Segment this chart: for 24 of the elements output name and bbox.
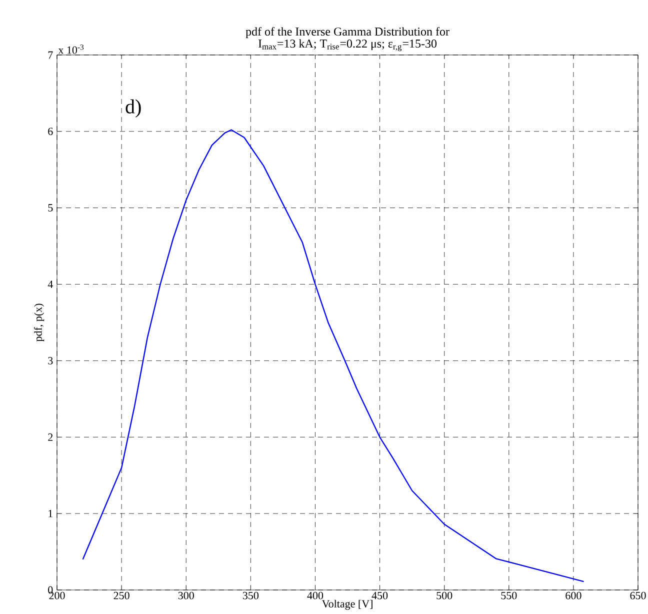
y-tick-label: 0 bbox=[48, 586, 53, 594]
x-tick-label: 600 bbox=[566, 592, 582, 600]
x-tick-label: 200 bbox=[49, 592, 65, 600]
x-tick-label: 300 bbox=[178, 592, 194, 600]
y-tick-label: 1 bbox=[48, 510, 52, 518]
x-axis-title: Voltage [V] bbox=[322, 600, 372, 610]
annotation: d) bbox=[126, 99, 141, 118]
text: x 10$^{-3}$ bbox=[58, 44, 84, 54]
chart-title: pdf of the Inverse Gamma Distribution for bbox=[246, 27, 450, 38]
x-tick-label: 400 bbox=[307, 592, 324, 600]
y-tick-label: 2 bbox=[48, 433, 53, 441]
y-tick-label: 5 bbox=[48, 204, 53, 212]
y-tick-label: 7 bbox=[48, 51, 53, 59]
x-tick-label: 650 bbox=[630, 592, 646, 600]
y-tick-label: 3 bbox=[48, 357, 53, 364]
y-axis-title: pdf, p(x) bbox=[34, 304, 44, 342]
y-tick-label: 4 bbox=[48, 280, 53, 288]
x-tick-label: 500 bbox=[436, 592, 452, 600]
y-tick-label: 6 bbox=[48, 128, 53, 136]
x-tick-label: 250 bbox=[114, 592, 130, 600]
x-tick-label: 450 bbox=[372, 592, 388, 600]
chart-subtitle: I$_{max}$=13 kA; T$_{rise}$=0.22 μs; ε$_{r,g}$=15-30 bbox=[258, 39, 437, 52]
x-tick-label: 550 bbox=[501, 592, 517, 600]
x-tick-label: 350 bbox=[242, 592, 258, 600]
